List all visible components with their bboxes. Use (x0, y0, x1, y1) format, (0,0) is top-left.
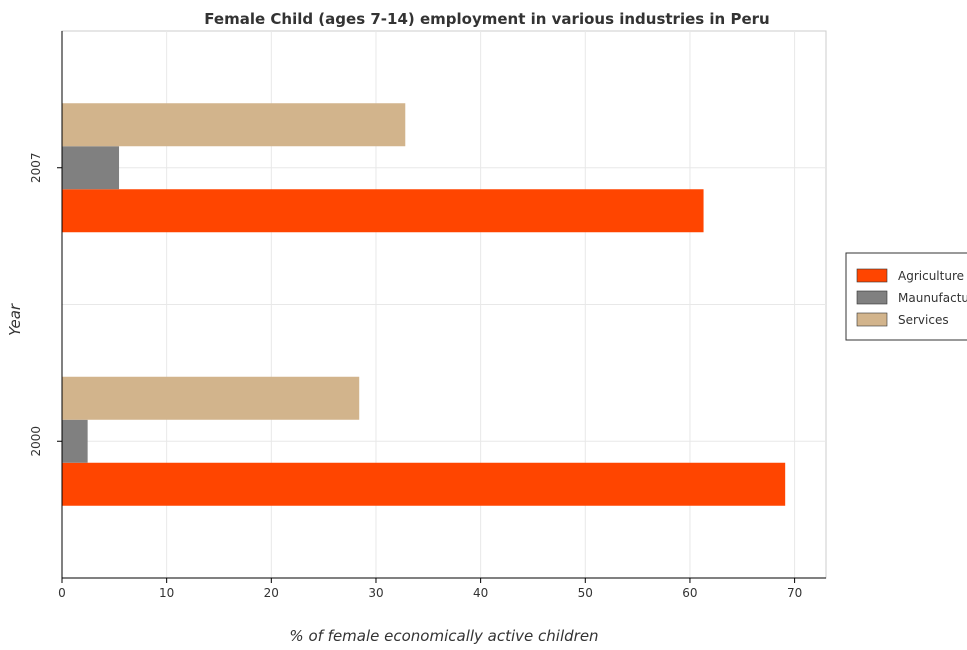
bar-agriculture-2000 (62, 463, 785, 506)
x-tick-label: 50 (578, 586, 593, 600)
bar-agriculture-2007 (62, 189, 704, 232)
bar-maunufacturing-2000 (62, 420, 88, 463)
legend-swatch-agriculture (857, 269, 887, 282)
bar-services-2007 (62, 103, 405, 146)
legend-swatch-maunufacturing (857, 291, 887, 304)
legend-label-maunufacturing: Maunufacturing (898, 291, 967, 305)
x-tick-label: 40 (473, 586, 488, 600)
bar-maunufacturing-2007 (62, 146, 119, 189)
legend-swatch-services (857, 313, 887, 326)
chart-title: Female Child (ages 7-14) employment in v… (204, 10, 769, 28)
legend: Agriculture Maunufacturing Services (846, 253, 967, 340)
y-axis-label: Year (6, 303, 24, 336)
y-tick-label: 2000 (29, 426, 43, 457)
x-axis-label: % of female economically active children (289, 627, 598, 645)
x-tick-label: 10 (159, 586, 174, 600)
legend-label-services: Services (898, 313, 949, 327)
x-tick-label: 20 (264, 586, 279, 600)
legend-label-agriculture: Agriculture (898, 269, 964, 283)
x-tick-label: 30 (368, 586, 383, 600)
x-tick-label: 60 (682, 586, 697, 600)
y-tick-label: 2007 (29, 152, 43, 183)
bar-services-2000 (62, 377, 359, 420)
x-tick-label: 0 (58, 586, 66, 600)
x-tick-label: 70 (787, 586, 802, 600)
